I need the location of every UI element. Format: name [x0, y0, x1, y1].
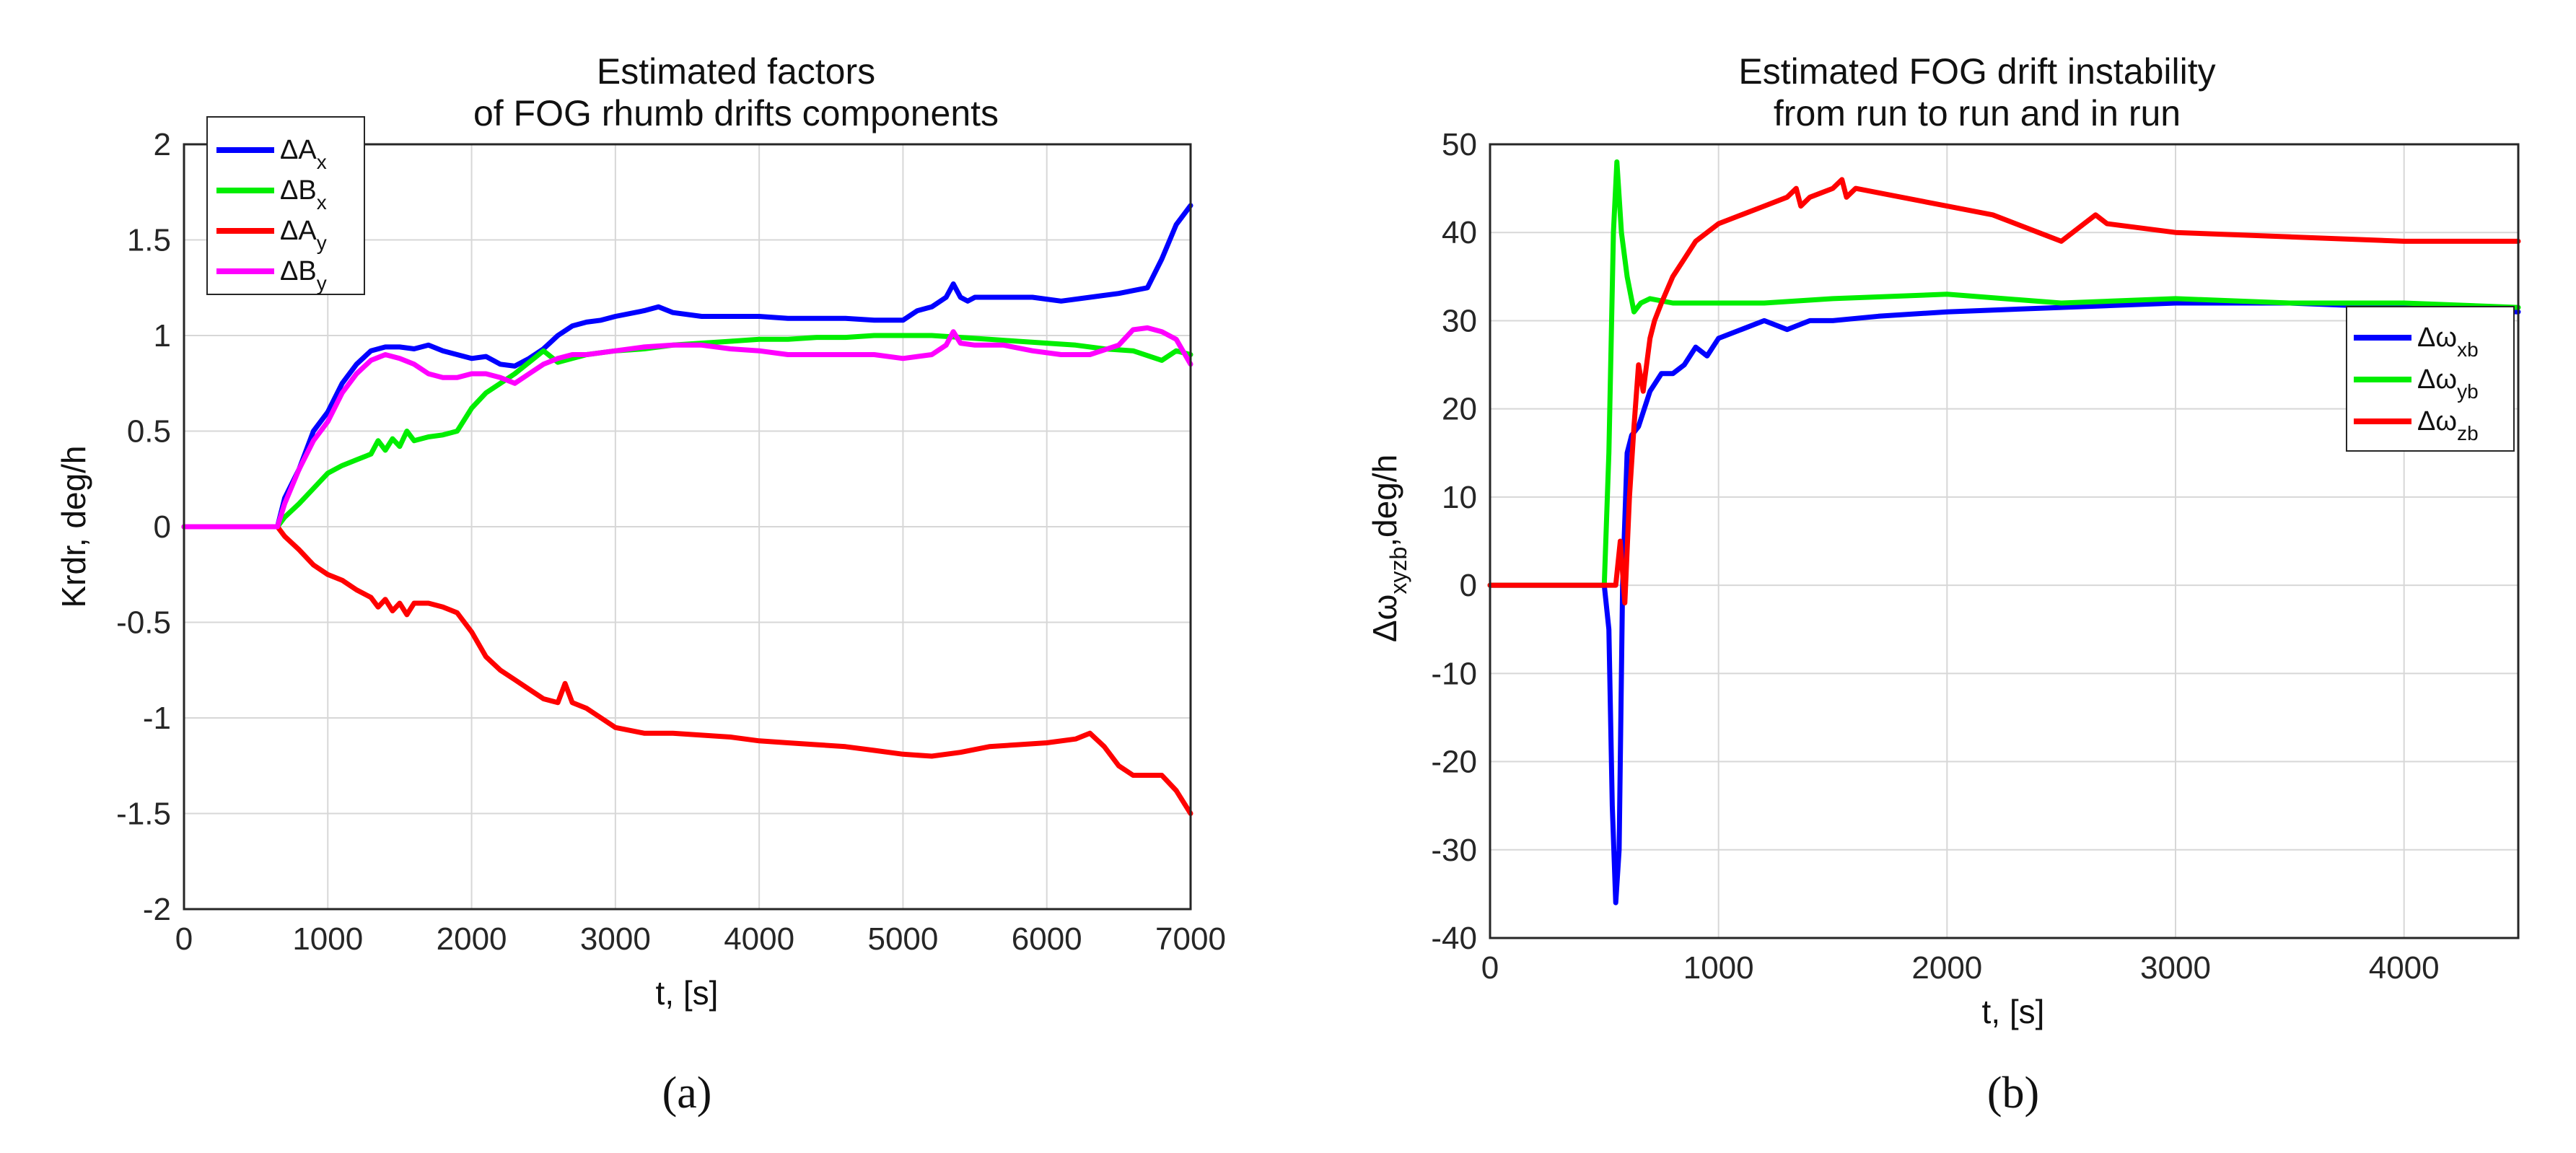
- chart-b-x-tick-label: 0: [1481, 950, 1499, 986]
- chart-b-x-tick-label: 4000: [2369, 950, 2440, 986]
- chart-a-series-delta-A-y: [181, 524, 1193, 816]
- chart-a-y-tick-label: 2: [154, 127, 171, 162]
- chart-b-series-delta-omega-zb: [1487, 177, 2521, 606]
- chart-a-y-tick-label: 1: [154, 318, 171, 354]
- chart-b-y-tick-label: -10: [1431, 656, 1477, 691]
- chart-b-x-axis: 0 1000 2000 3000 4000: [1481, 950, 2440, 986]
- legend-label: Δωxb: [2417, 323, 2479, 361]
- chart-b-y-tick-label: 30: [1442, 303, 1477, 338]
- chart-b-y-tick-label: -40: [1431, 921, 1477, 956]
- chart-panel-a: Estimated factors of FOG rhumb drifts co…: [55, 51, 1226, 1118]
- chart-b-y-tick-label: 40: [1442, 215, 1477, 250]
- chart-b-y-axis-label-symbol: Δω: [1366, 595, 1403, 643]
- panel-label-b: (b): [1987, 1069, 2039, 1118]
- chart-b-title-line-2: from run to run and in run: [1774, 93, 2181, 133]
- chart-b-y-tick-label: -20: [1431, 745, 1477, 780]
- chart-a-y-tick-label: -1: [143, 701, 171, 736]
- legend-label: ΔBy: [280, 256, 327, 294]
- chart-a-x-tick-label: 1000: [292, 921, 363, 957]
- chart-a-x-tick-label: 3000: [580, 921, 651, 957]
- chart-b-x-tick-label: 1000: [1683, 950, 1754, 986]
- chart-a-x-axis: 0 1000 2000 3000 4000 5000 6000 7000: [175, 921, 1226, 957]
- chart-b-y-tick-label: -30: [1431, 833, 1477, 868]
- chart-b-y-axis-label-subscript: xyzb: [1385, 547, 1411, 595]
- chart-b-y-axis-label-units: ,deg/h: [1366, 455, 1403, 547]
- chart-b-title-line-1: Estimated FOG drift instability: [1738, 51, 2215, 92]
- chart-a-x-tick-label: 0: [175, 921, 193, 957]
- chart-a-legend-box: [206, 116, 365, 295]
- chart-b-y-tick-label: 0: [1460, 568, 1477, 603]
- chart-a-series-delta-B-y: [181, 325, 1193, 530]
- chart-b-grid: [1489, 144, 2518, 939]
- chart-b-y-axis-label: Δωxyzb,deg/h: [1366, 455, 1411, 642]
- chart-a-y-axis: 2 1.5 1 0.5 0 -0.5 -1 -1.5 -2: [116, 127, 171, 927]
- legend-label: Δωzb: [2417, 406, 2479, 444]
- chart-b-series-delta-omega-xb: [1487, 300, 2521, 906]
- chart-a-series: [181, 203, 1193, 816]
- chart-b-x-axis-label: t, [s]: [1982, 993, 2045, 1030]
- chart-a-plot-frame: [183, 143, 1192, 911]
- chart-a-y-tick-label: 1.5: [127, 223, 171, 258]
- chart-a-title-line-2: of FOG rhumb drifts components: [473, 93, 999, 133]
- chart-b-x-tick-label: 2000: [1911, 950, 1982, 986]
- chart-a-x-tick-label: 7000: [1155, 921, 1226, 957]
- chart-b-y-axis: 50 40 30 20 10 0 -10 -20 -30 -40: [1431, 127, 1477, 956]
- legend-label: ΔAx: [280, 135, 327, 173]
- chart-a-x-tick-label: 2000: [437, 921, 507, 957]
- chart-b-plot-frame: [1489, 143, 2520, 939]
- chart-panel-b: Estimated FOG drift instability from run…: [1366, 51, 2521, 1118]
- chart-a-x-tick-label: 4000: [724, 921, 794, 957]
- chart-b-x-tick-label: 3000: [2140, 950, 2211, 986]
- chart-a-y-tick-label: -2: [143, 892, 171, 927]
- chart-a-series-delta-A-x: [181, 203, 1193, 530]
- legend-label: Δωyb: [2417, 364, 2479, 403]
- chart-a-y-tick-label: -0.5: [116, 605, 171, 641]
- chart-a-x-axis-label: t, [s]: [656, 974, 719, 1012]
- legend-label: ΔAy: [280, 216, 327, 254]
- chart-a-y-tick-label: -1.5: [116, 797, 171, 832]
- chart-a-y-axis-label: Krdr, deg/h: [55, 445, 92, 608]
- panel-label-a: (a): [662, 1069, 712, 1118]
- chart-a-x-tick-label: 5000: [867, 921, 938, 957]
- chart-a-title-line-1: Estimated factors: [597, 51, 875, 92]
- chart-a-y-tick-label: 0: [154, 509, 171, 545]
- legend-label: ΔBx: [280, 175, 327, 214]
- chart-b-series: [1487, 159, 2521, 906]
- chart-b-y-tick-label: 10: [1442, 480, 1477, 515]
- chart-b-y-tick-label: 20: [1442, 392, 1477, 427]
- chart-a-y-tick-label: 0.5: [127, 414, 171, 450]
- chart-b-y-tick-label: 50: [1442, 127, 1477, 162]
- chart-a-series-delta-B-x: [181, 333, 1193, 530]
- chart-a-x-tick-label: 6000: [1012, 921, 1082, 957]
